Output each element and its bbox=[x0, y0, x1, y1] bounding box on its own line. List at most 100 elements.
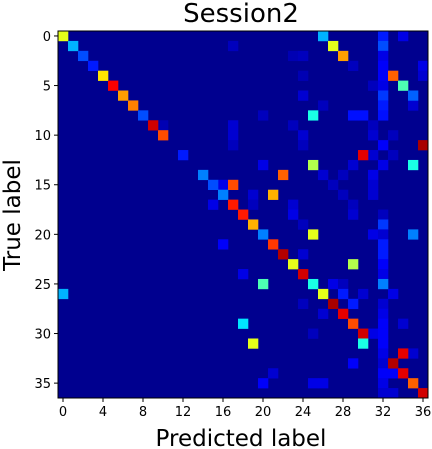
heatmap-cell bbox=[378, 368, 389, 379]
heatmap-cell bbox=[298, 90, 309, 101]
heatmap-cell bbox=[378, 159, 389, 171]
heatmap-cell bbox=[98, 70, 109, 81]
heatmap-cell bbox=[378, 229, 389, 240]
heatmap-cell bbox=[398, 80, 409, 91]
heatmap-cell bbox=[308, 278, 319, 290]
heatmap-cell bbox=[348, 358, 359, 369]
heatmap-cell bbox=[248, 338, 259, 349]
heatmap-cell bbox=[368, 169, 379, 181]
y-tick-label: 25 bbox=[34, 278, 51, 293]
heatmap-cell bbox=[238, 209, 249, 220]
x-tick-label: 24 bbox=[295, 405, 312, 420]
heatmap-cell bbox=[378, 259, 389, 270]
heatmap-cell bbox=[308, 378, 319, 389]
heatmap-cell bbox=[308, 328, 319, 339]
heatmap-cell bbox=[378, 90, 389, 101]
heatmap-cell bbox=[368, 150, 379, 161]
x-tick-label: 0 bbox=[59, 405, 67, 420]
heatmap-cell bbox=[318, 288, 329, 300]
heatmap-cells bbox=[58, 31, 429, 399]
heatmap-cell bbox=[288, 209, 299, 220]
heatmap-cell bbox=[378, 40, 389, 52]
heatmap-cell bbox=[418, 140, 429, 151]
heatmap-cell bbox=[388, 288, 399, 300]
heatmap-cell bbox=[418, 60, 429, 71]
heatmap-cell bbox=[58, 288, 69, 300]
heatmap-cell bbox=[298, 219, 309, 230]
heatmap-cell bbox=[378, 278, 389, 290]
y-tick-label: 15 bbox=[34, 179, 51, 194]
heatmap-cell bbox=[88, 60, 99, 71]
heatmap-cell bbox=[258, 159, 269, 171]
heatmap-cell bbox=[338, 169, 349, 181]
heatmap-cell bbox=[58, 31, 69, 42]
heatmap-cell bbox=[298, 140, 309, 151]
heatmap-cell bbox=[228, 199, 239, 210]
heatmap-cell bbox=[198, 169, 209, 181]
heatmap-cell bbox=[388, 368, 399, 379]
heatmap-cell bbox=[368, 189, 379, 200]
heatmap-cell bbox=[218, 189, 229, 200]
heatmap-cell bbox=[208, 179, 219, 190]
heatmap-cell bbox=[318, 308, 329, 319]
heatmap-cell bbox=[408, 100, 419, 111]
heatmap-cell bbox=[298, 130, 309, 141]
heatmap-cell bbox=[338, 288, 349, 300]
heatmap-cell bbox=[378, 269, 389, 280]
heatmap-cell bbox=[408, 229, 419, 240]
heatmap-cell bbox=[358, 150, 369, 161]
heatmap-cell bbox=[288, 259, 299, 270]
heatmap-cell bbox=[348, 110, 359, 121]
heatmap-cell bbox=[358, 338, 369, 349]
heatmap-cell bbox=[378, 308, 389, 319]
heatmap-cell bbox=[318, 378, 329, 389]
heatmap-cell bbox=[348, 209, 359, 220]
heatmap-cell bbox=[378, 209, 389, 220]
heatmap-cell bbox=[378, 348, 389, 359]
heatmap-cell bbox=[318, 31, 329, 42]
heatmap-cell bbox=[308, 159, 319, 171]
heatmap-cell bbox=[378, 338, 389, 349]
heatmap-cell bbox=[398, 31, 409, 42]
heatmap-cell bbox=[258, 110, 269, 121]
y-tick-label: 5 bbox=[43, 80, 51, 95]
heatmap-cell bbox=[378, 358, 389, 369]
heatmap-cell bbox=[258, 278, 269, 290]
heatmap-cell bbox=[378, 110, 389, 121]
heatmap-cell bbox=[378, 31, 389, 42]
heatmap-cell bbox=[128, 100, 139, 111]
heatmap-cell bbox=[158, 120, 169, 131]
y-tick-label: 0 bbox=[43, 30, 51, 45]
x-tick-label: 28 bbox=[335, 405, 352, 420]
y-axis-label: True label bbox=[0, 159, 26, 272]
x-axis-ticks: 0 4 8 12 16 20 24 28 32 36 bbox=[59, 398, 431, 420]
heatmap-cell bbox=[268, 368, 279, 379]
heatmap-cell bbox=[338, 278, 349, 290]
heatmap-cell bbox=[248, 199, 259, 210]
heatmap-cell bbox=[368, 120, 379, 131]
heatmap-cell bbox=[368, 229, 379, 240]
heatmap-cell bbox=[238, 318, 249, 329]
heatmap-cell bbox=[258, 229, 269, 240]
heatmap-cell bbox=[298, 70, 309, 81]
heatmap-cell bbox=[318, 100, 329, 111]
heatmap-cell bbox=[228, 130, 239, 141]
heatmap-cell bbox=[378, 60, 389, 71]
heatmap-cell bbox=[118, 90, 129, 101]
heatmap-cell bbox=[248, 189, 259, 200]
heatmap-cell bbox=[368, 80, 379, 91]
heatmap-cell bbox=[318, 169, 329, 181]
heatmap-cell bbox=[298, 249, 309, 260]
heatmap-cell bbox=[68, 40, 79, 52]
heatmap-cell bbox=[268, 189, 279, 200]
heatmap-cell bbox=[148, 120, 159, 131]
x-tick-label: 16 bbox=[215, 405, 232, 420]
heatmap-cell bbox=[228, 120, 239, 131]
heatmap-cell bbox=[288, 50, 299, 62]
heatmap-cell bbox=[348, 298, 359, 310]
y-tick-label: 20 bbox=[34, 228, 51, 243]
y-axis-ticks: 0 5 10 15 20 25 30 35 bbox=[34, 30, 58, 392]
heatmap-cell bbox=[358, 328, 369, 339]
heatmap-cell bbox=[308, 110, 319, 121]
